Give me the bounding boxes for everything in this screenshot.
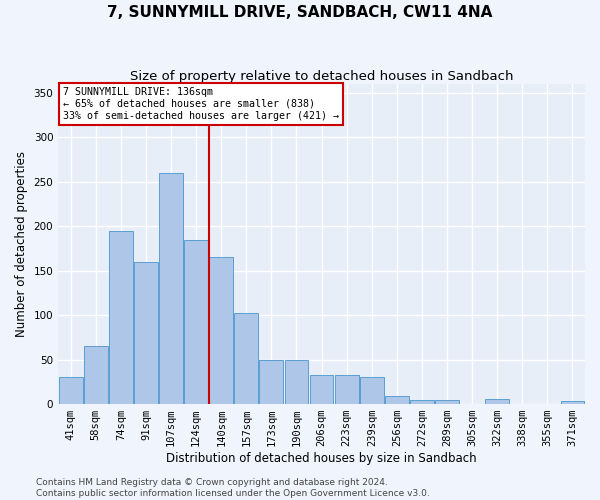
Bar (235, 312, 258, 404)
Bar (560, 402, 584, 404)
Bar (385, 396, 409, 404)
Bar (109, 231, 133, 404)
Bar (485, 399, 509, 404)
Text: 7 SUNNYMILL DRIVE: 136sqm
← 65% of detached houses are smaller (838)
33% of semi: 7 SUNNYMILL DRIVE: 136sqm ← 65% of detac… (64, 88, 340, 120)
Text: 7, SUNNYMILL DRIVE, SANDBACH, CW11 4NA: 7, SUNNYMILL DRIVE, SANDBACH, CW11 4NA (107, 5, 493, 20)
Bar (209, 258, 233, 404)
Bar (410, 400, 434, 404)
Bar (435, 400, 459, 404)
Bar (159, 173, 183, 404)
Bar (59, 378, 83, 404)
Bar (134, 262, 158, 404)
Bar (310, 375, 334, 404)
Bar (335, 375, 359, 404)
Y-axis label: Number of detached properties: Number of detached properties (15, 151, 28, 337)
Bar (360, 378, 383, 404)
Bar (284, 360, 308, 404)
Bar (84, 346, 108, 404)
Bar (184, 240, 208, 404)
Text: Contains HM Land Registry data © Crown copyright and database right 2024.
Contai: Contains HM Land Registry data © Crown c… (36, 478, 430, 498)
Bar (259, 360, 283, 404)
X-axis label: Distribution of detached houses by size in Sandbach: Distribution of detached houses by size … (166, 452, 477, 465)
Title: Size of property relative to detached houses in Sandbach: Size of property relative to detached ho… (130, 70, 514, 83)
